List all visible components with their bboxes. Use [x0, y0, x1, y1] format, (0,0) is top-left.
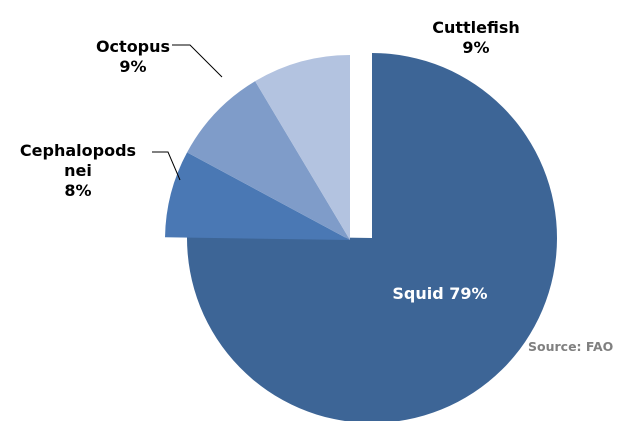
slice-label-cuttlefish: Cuttlefish 9%	[432, 18, 520, 57]
pie-slice-squid	[187, 53, 557, 421]
slice-label-line: 9%	[119, 57, 146, 76]
slice-label-line: Squid 79%	[392, 284, 487, 303]
leader-line-octopus	[172, 44, 223, 78]
pie-slice-cephalopods-nei	[165, 152, 350, 240]
pie-slice-octopus	[187, 81, 350, 240]
slice-label-line: Cephalopods	[20, 141, 136, 160]
source-note: Source: FAO	[528, 339, 613, 354]
leader-line-cephalopods	[152, 151, 181, 181]
slice-label-line: 9%	[462, 38, 489, 57]
slice-label-line: Octopus	[96, 37, 170, 56]
pie-slices	[165, 53, 557, 421]
slice-label-line: 8%	[64, 181, 91, 200]
slice-label-cephalopods-nei: Cephalopods nei 8%	[20, 141, 136, 200]
slice-label-line: Cuttlefish	[432, 18, 520, 37]
slice-labels: Squid 79%Cephalopods nei 8%Octopus 9%Cuttle…	[20, 18, 520, 303]
slice-label-octopus: Octopus 9%	[96, 37, 170, 76]
slice-label-squid: Squid 79%	[392, 284, 487, 303]
pie-slice-cuttlefish	[255, 55, 350, 240]
slice-label-line: nei	[64, 161, 92, 180]
